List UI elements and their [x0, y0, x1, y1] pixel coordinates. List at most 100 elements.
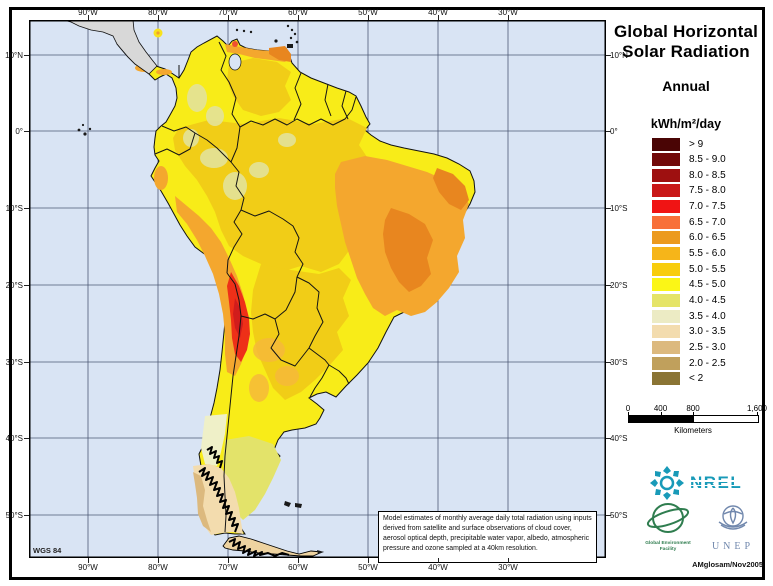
axis-tick [24, 438, 29, 439]
gef-text-line2: Facility [659, 546, 677, 552]
legend-label: > 9 [689, 138, 704, 150]
axis-tick [606, 438, 611, 439]
scale-tick [628, 412, 629, 416]
map-area [29, 19, 606, 558]
legend-swatch [652, 340, 680, 354]
radiation-andes-band [154, 166, 250, 376]
axis-tick [606, 285, 611, 286]
axis-tick [24, 55, 29, 56]
unep-emblem-icon [718, 505, 748, 530]
lon-label-bottom: 70°W [218, 563, 238, 572]
lon-label-bottom: 30°W [498, 563, 518, 572]
legend-label: 3.5 - 4.0 [689, 310, 726, 322]
axis-tick [298, 558, 299, 563]
lon-label-top: 90°W [78, 8, 98, 17]
axis-tick [24, 131, 29, 132]
lon-label-top: 50°W [358, 8, 378, 17]
gef-text-line1: Global Environment [645, 541, 691, 546]
axis-tick [368, 15, 369, 20]
scale-bar-unit: Kilometers [674, 426, 712, 435]
axis-tick [368, 558, 369, 563]
legend-item: 6.0 - 6.5 [652, 231, 726, 245]
lat-label-right: 10°S [610, 204, 628, 213]
scale-tick [660, 412, 662, 416]
legend-swatch [652, 309, 680, 323]
credit-text: AMglosam/Nov2005 [692, 560, 763, 569]
lat-label-left: 10°N [5, 51, 23, 60]
lat-label-left: 20°S [5, 281, 23, 290]
page-frame [9, 7, 765, 580]
model-note-box: Model estimates of monthly average daily… [378, 511, 597, 563]
axis-tick [228, 558, 229, 563]
lat-label-right: 50°S [610, 511, 628, 520]
south-america-map [29, 19, 606, 558]
legend-label: 6.0 - 6.5 [689, 232, 726, 244]
lat-label-right: 0° [610, 127, 618, 136]
legend-item: > 9 [652, 137, 703, 151]
nrel-logo: NREL [648, 464, 766, 502]
lon-label-bottom: 90°W [78, 563, 98, 572]
legend-swatch [652, 356, 680, 370]
scale-tick-label: 0 [625, 404, 631, 413]
axis-tick [508, 15, 509, 20]
axis-tick [606, 515, 611, 516]
legend-swatch [652, 294, 680, 307]
lon-label-bottom: 60°W [288, 563, 308, 572]
legend-item: 4.5 - 5.0 [652, 278, 726, 292]
lat-label-right: 20°S [610, 281, 628, 290]
axis-tick [88, 15, 89, 20]
lon-label-top: 30°W [498, 8, 518, 17]
nrel-wordmark: NREL [690, 473, 743, 492]
legend-swatch [652, 168, 680, 182]
lon-label-top: 40°W [428, 8, 448, 17]
lon-label-top: 80°W [148, 8, 168, 17]
legend-item: < 2 [652, 372, 703, 386]
scale-tick-label: 800 [686, 404, 700, 413]
lon-label-top: 60°W [288, 8, 308, 17]
lat-label-right: 40°S [610, 434, 628, 443]
axis-tick [438, 15, 439, 20]
lake-maracaibo [228, 53, 242, 71]
axis-tick [228, 15, 229, 20]
legend-swatch [652, 200, 680, 214]
radiation-palegreen-patches [183, 84, 296, 200]
legend-swatch [652, 184, 680, 198]
legend-label: 6.5 - 7.0 [689, 216, 726, 228]
legend-item: 3.0 - 3.5 [652, 325, 726, 339]
map-title: Global Horizontal Solar Radiation Annual [606, 22, 766, 94]
providencia-island [153, 28, 163, 38]
legend-label: 8.0 - 8.5 [689, 169, 726, 181]
radiation-argentina-patches [249, 338, 299, 402]
islands [77, 24, 324, 554]
scale-bar-graphic [628, 415, 759, 423]
legend-item: 7.5 - 8.0 [652, 184, 726, 198]
axis-tick [158, 558, 159, 563]
scale-tick-label: 400 [653, 404, 668, 413]
scale-tick [693, 412, 694, 416]
lon-label-bottom: 50°W [358, 563, 378, 572]
lat-label-left: 50°S [5, 511, 23, 520]
axis-tick [298, 15, 299, 20]
subtitle-annual: Annual [662, 78, 710, 94]
axis-tick [606, 208, 611, 209]
legend-label: 5.5 - 6.0 [689, 248, 726, 260]
axis-tick [24, 362, 29, 363]
legend-label: 3.0 - 3.5 [689, 326, 726, 338]
title-line1: Global Horizontal [613, 22, 759, 41]
axis-tick [24, 515, 29, 516]
legend-swatch [652, 372, 680, 386]
fjord-coastline [198, 446, 290, 557]
units-label: kWh/m²/day [650, 117, 722, 131]
scale-bar: Kilometers 0 400 800 1,600 [625, 404, 767, 438]
legend-label: < 2 [689, 373, 704, 385]
legend-label: 4.5 - 5.0 [689, 279, 726, 291]
legend-swatch [652, 231, 680, 245]
legend-label: 7.0 - 7.5 [689, 201, 726, 213]
lat-label-right: 30°S [610, 358, 628, 367]
legend-label: 8.5 - 9.0 [689, 154, 726, 166]
axis-tick [24, 208, 29, 209]
projection-label: WGS 84 [33, 546, 62, 555]
legend-label: 7.5 - 8.0 [689, 185, 726, 197]
nrel-sun-icon [650, 466, 684, 500]
legend-item: 8.0 - 8.5 [652, 168, 726, 182]
